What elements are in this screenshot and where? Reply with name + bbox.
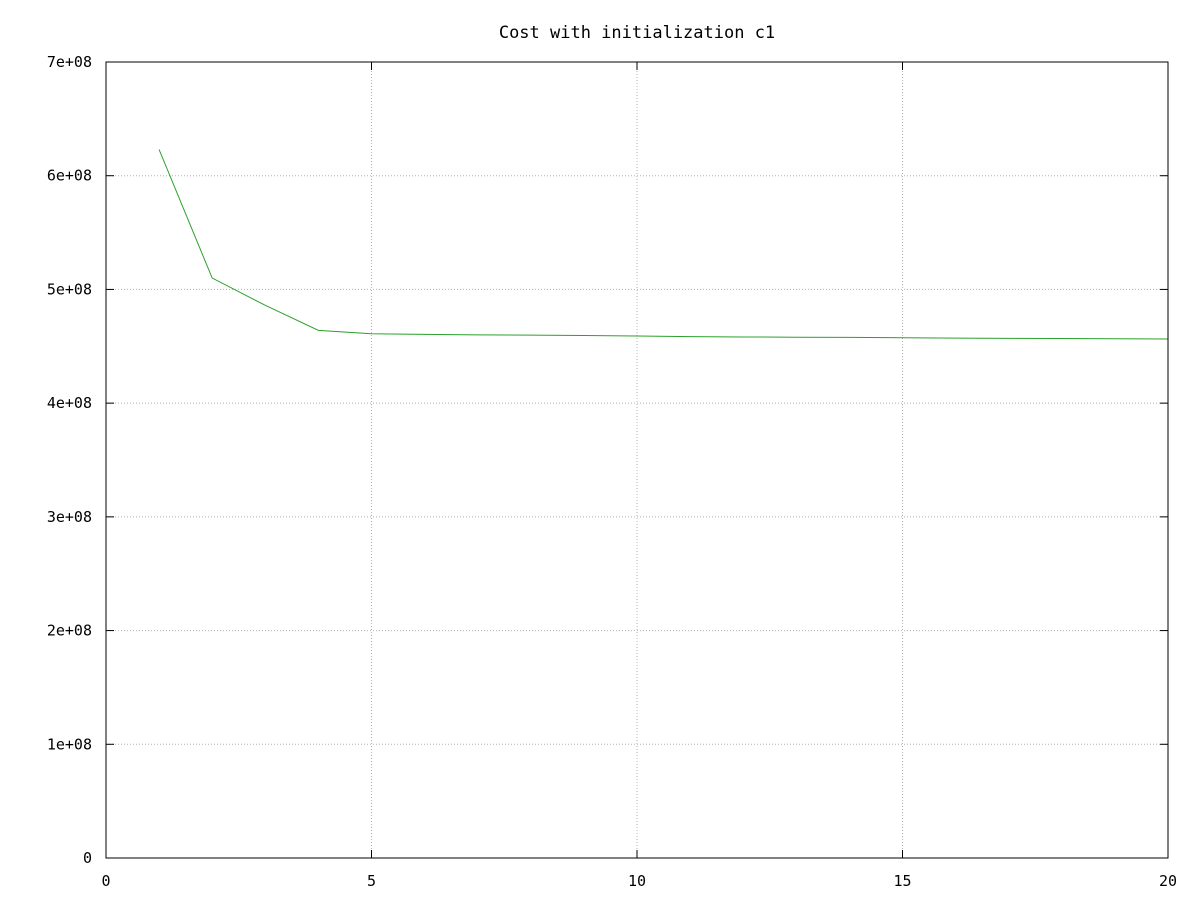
y-tick-label: 5e+08 bbox=[47, 280, 92, 298]
y-tick-label: 3e+08 bbox=[47, 508, 92, 526]
y-tick-label: 1e+08 bbox=[47, 735, 92, 753]
x-tick-label: 0 bbox=[101, 872, 110, 890]
y-tick-label: 0 bbox=[83, 849, 92, 867]
y-tick-label: 4e+08 bbox=[47, 394, 92, 412]
y-tick-label: 7e+08 bbox=[47, 53, 92, 71]
x-tick-label: 5 bbox=[367, 872, 376, 890]
x-tick-label: 20 bbox=[1159, 872, 1177, 890]
x-tick-label: 10 bbox=[628, 872, 646, 890]
plot-frame bbox=[105, 61, 1169, 859]
tick-labels: 0 5 10 15 20 0 1e+08 2e+08 3e+08 4e+08 5e+08 6e+08 7… bbox=[47, 53, 1177, 890]
y-tick-label: 2e+08 bbox=[47, 622, 92, 640]
grid-lines bbox=[106, 62, 1168, 858]
x-tick-label: 15 bbox=[893, 872, 911, 890]
series-line-1 bbox=[158, 149, 1169, 340]
axis-ticks bbox=[105, 61, 1169, 859]
chart-title: Cost with initialization c1 bbox=[499, 23, 775, 43]
y-tick-label: 6e+08 bbox=[47, 167, 92, 185]
